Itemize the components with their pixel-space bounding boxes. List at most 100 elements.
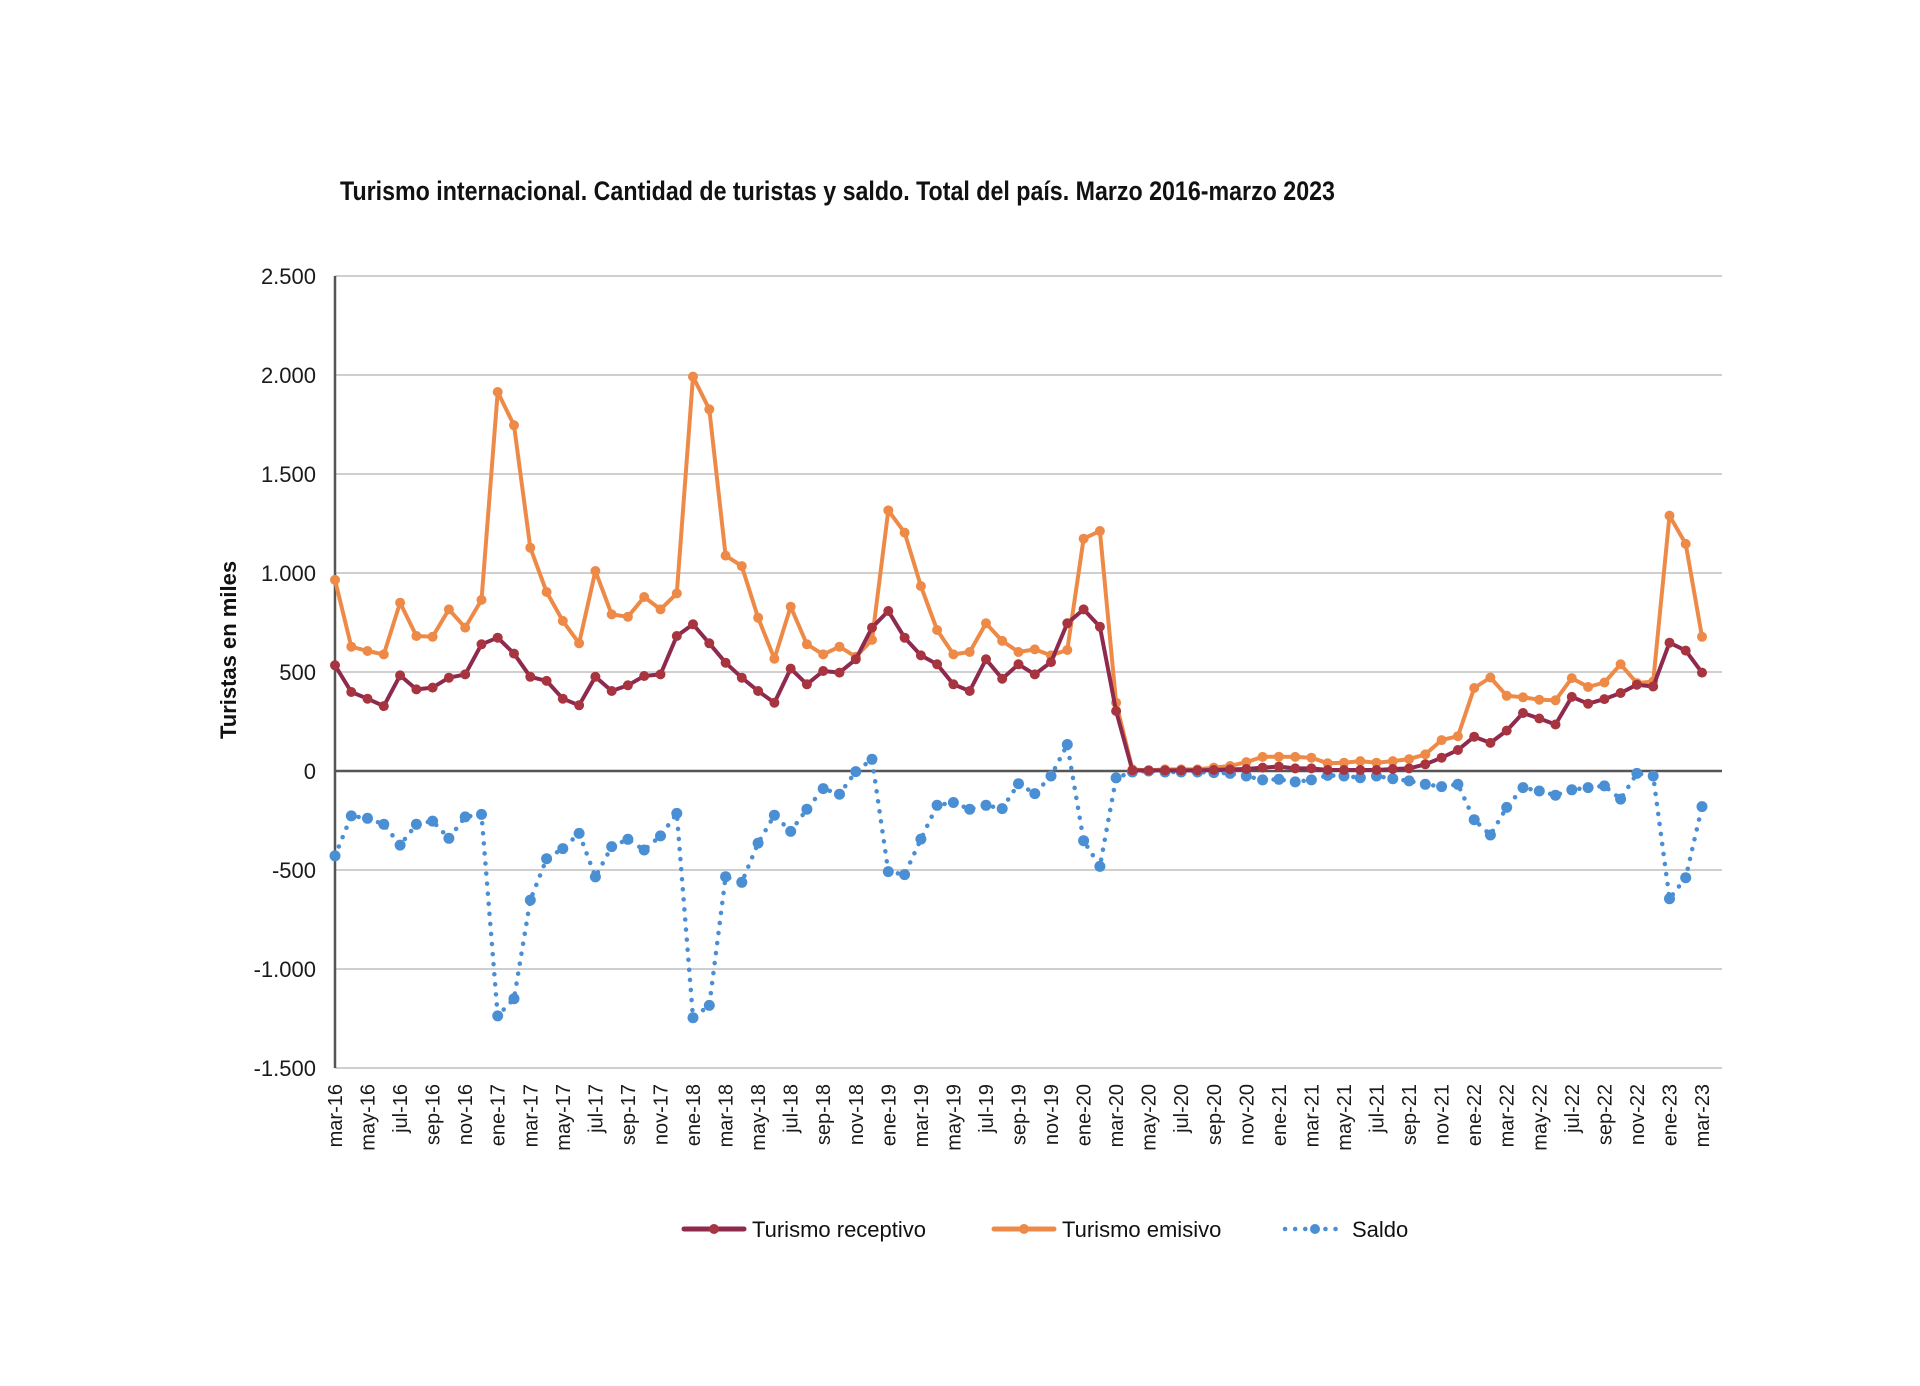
data-point <box>1306 763 1317 774</box>
data-point <box>883 606 894 616</box>
data-point <box>736 672 747 683</box>
data-point <box>1062 618 1073 629</box>
data-point <box>443 672 454 683</box>
data-point <box>1534 694 1545 705</box>
data-point <box>834 667 845 678</box>
data-point <box>1339 765 1349 775</box>
data-point <box>622 680 633 691</box>
x-tick-label: ene-21 <box>1269 1084 1291 1146</box>
data-point <box>1501 690 1512 701</box>
data-point <box>590 671 601 682</box>
data-point <box>785 601 796 612</box>
data-point <box>947 797 959 808</box>
legend-item: Saldo <box>1282 1217 1408 1242</box>
data-point <box>882 866 894 878</box>
data-point <box>1697 667 1707 678</box>
data-point <box>1680 538 1691 549</box>
data-point <box>1192 765 1203 776</box>
data-point <box>1664 510 1675 521</box>
data-point <box>1419 778 1431 790</box>
data-point <box>1664 893 1675 905</box>
data-point <box>362 812 373 824</box>
data-point <box>346 641 357 652</box>
y-tick-label: 1.000 <box>261 561 316 586</box>
data-point <box>394 839 406 851</box>
data-point <box>1648 681 1659 692</box>
x-tick-label: nov-21 <box>1432 1084 1454 1145</box>
data-point <box>850 766 862 778</box>
x-tick-label: mar-18 <box>716 1084 738 1147</box>
data-point <box>655 830 666 842</box>
data-point <box>866 753 878 765</box>
data-point <box>1290 751 1301 762</box>
data-point <box>1583 682 1594 692</box>
data-point <box>509 648 519 659</box>
data-point <box>1289 776 1301 788</box>
data-point <box>395 670 406 681</box>
chart-title: Turismo internacional. Cantidad de turis… <box>340 176 1335 206</box>
data-point <box>1029 644 1040 655</box>
data-point <box>655 604 666 615</box>
data-point <box>980 799 992 811</box>
data-point <box>1599 677 1610 688</box>
data-point <box>1420 749 1431 760</box>
x-tick-label: nov-18 <box>846 1084 868 1145</box>
data-point <box>867 622 877 633</box>
data-point <box>492 632 503 643</box>
y-tick-label: 2.500 <box>261 264 316 289</box>
data-point <box>981 618 991 629</box>
x-tick-label: nov-22 <box>1627 1084 1649 1145</box>
data-point <box>524 894 536 906</box>
data-point <box>867 634 877 645</box>
data-point <box>687 1012 699 1024</box>
data-point <box>411 631 422 641</box>
data-point <box>883 505 894 516</box>
data-point <box>932 625 943 635</box>
data-point <box>346 687 357 697</box>
data-point <box>931 799 943 811</box>
data-point <box>1273 761 1284 772</box>
data-point <box>492 1010 504 1022</box>
x-tick-label: jul-21 <box>1367 1084 1389 1134</box>
x-tick-label: mar-21 <box>1301 1084 1323 1147</box>
data-point <box>410 818 422 830</box>
data-point <box>915 833 927 845</box>
data-point <box>1598 780 1610 792</box>
data-point <box>753 612 764 623</box>
data-point <box>1371 757 1382 768</box>
x-tick-label: jul-16 <box>390 1084 412 1134</box>
y-tick-label: 0 <box>304 759 316 784</box>
data-point <box>996 803 1008 815</box>
data-point <box>1534 713 1545 724</box>
data-point <box>1631 767 1643 779</box>
data-point <box>639 592 650 602</box>
x-tick-label: jul-17 <box>585 1084 607 1134</box>
x-tick-label: mar-20 <box>1106 1084 1128 1147</box>
y-tick-label: -1.000 <box>254 957 316 982</box>
data-point <box>541 587 552 597</box>
x-tick-label: nov-19 <box>1041 1084 1063 1145</box>
data-point <box>801 679 812 690</box>
data-point <box>1273 751 1284 762</box>
data-point <box>704 404 715 415</box>
data-point <box>411 684 422 695</box>
data-point <box>395 597 406 608</box>
data-point <box>818 649 829 660</box>
data-point <box>1354 772 1366 784</box>
data-point <box>557 693 568 704</box>
data-point <box>1696 801 1708 813</box>
data-point <box>981 654 991 665</box>
x-axis-ticks: mar-16 may-16 jul-16 sep-16 nov-16 ene-17 mar-… <box>325 1084 1714 1151</box>
x-tick-label: sep-17 <box>618 1084 640 1145</box>
data-point <box>1518 692 1528 703</box>
data-point <box>329 850 341 862</box>
data-point <box>1664 637 1675 648</box>
data-point <box>1404 763 1415 774</box>
data-point <box>1501 725 1512 736</box>
legend-label: Turismo receptivo <box>752 1217 926 1242</box>
data-point <box>915 581 926 592</box>
data-point <box>525 542 536 553</box>
data-point <box>1436 752 1447 763</box>
data-point <box>557 843 569 855</box>
data-point <box>574 700 585 711</box>
